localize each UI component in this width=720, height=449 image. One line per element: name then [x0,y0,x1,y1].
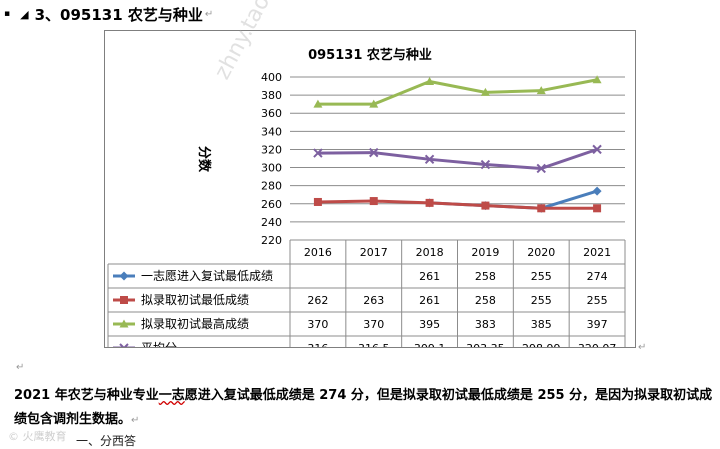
data-label: 261 [419,270,440,283]
x-tick-label: 2016 [304,246,332,259]
y-tick-label: 380 [261,89,282,102]
data-label: 261 [419,294,440,307]
summary-paragraph: 2021 年农艺与种业专业一志愿进入复试最低成绩是 274 分，但是拟录取初试最… [14,384,714,433]
next-section-heading: 一、分西答 [76,432,136,449]
data-label: 274 [587,270,608,283]
data-point [537,204,545,212]
data-point [426,199,434,207]
data-label: 370 [363,318,384,331]
data-label: 320.07 [578,342,617,347]
data-label: 316 [307,342,328,347]
y-tick-label: 400 [261,71,282,84]
series-line [541,149,597,168]
data-point [593,204,601,212]
series-line [318,201,374,202]
paragraph-mark: ↵ [131,415,139,426]
paragraph-mark: ↵ [638,342,646,353]
legend-marker [120,272,129,281]
y-tick-label: 280 [261,180,282,193]
data-label: 258 [475,270,496,283]
data-label: 383 [475,318,496,331]
data-label: 316.5 [358,342,390,347]
y-axis-label: 分数 [196,146,212,173]
y-tick-label: 360 [261,107,282,120]
data-label: 262 [307,294,328,307]
series-line [485,91,541,93]
paragraph-mark: ↵ [205,9,213,20]
series-line [541,191,597,208]
data-label: 309.1 [414,342,446,347]
data-point [370,197,378,205]
series-line [374,82,430,105]
x-tick-label: 2017 [360,246,388,259]
source-watermark: © 火鹰教育 [8,428,67,444]
series-line [374,153,430,160]
legend-label: 拟录取初试最低成绩 [141,292,249,307]
section-heading: ▪ ◢ 3、095131 农艺与种业 ↵ [4,3,213,25]
data-label: 385 [531,318,552,331]
bullet-icon: ▪ [4,9,10,19]
data-label: 298.99 [522,342,561,347]
spellcheck-underlined-text: 一志 [159,388,185,403]
chart-frame[interactable]: 095131 农艺与种业分数 220 240 260 280 300 320 340 360 38… [104,30,636,348]
y-tick-label: 220 [261,234,282,247]
y-tick-label: 320 [261,143,282,156]
y-tick-label: 260 [261,198,282,211]
legend-label: 一志愿进入复试最低成绩 [141,268,273,283]
series-line [430,82,486,93]
data-label: 255 [531,270,552,283]
data-label: 395 [419,318,440,331]
data-label: 370 [307,318,328,331]
legend-label: 拟录取初试最高成绩 [141,316,249,331]
x-tick-label: 2021 [583,246,611,259]
y-tick-label: 340 [261,125,282,138]
data-label: 263 [363,294,384,307]
series-line [541,80,597,91]
data-label: 258 [475,294,496,307]
data-label: 303.35 [466,342,505,347]
chart-title: 095131 农艺与种业 [308,47,432,63]
paragraph-mark: ↵ [16,362,24,373]
data-label: 397 [587,318,608,331]
data-point [314,198,322,206]
data-point [593,187,602,196]
data-label: 255 [531,294,552,307]
legend-marker [120,296,128,304]
x-tick-label: 2018 [416,246,444,259]
data-label: 255 [587,294,608,307]
summary-text-1: 2021 年农艺与种业专业 [14,388,159,403]
y-tick-label: 240 [261,216,282,229]
series-line [485,206,541,209]
collapse-triangle-icon[interactable]: ◢ [20,8,28,21]
x-tick-label: 2019 [471,246,499,259]
x-tick-label: 2020 [527,246,555,259]
legend-label: 平均分 [141,341,177,347]
series-line [374,201,430,203]
y-tick-label: 300 [261,162,282,175]
series-line [430,159,486,164]
data-point [481,202,489,210]
section-title: 3、095131 农艺与种业 [35,4,203,25]
